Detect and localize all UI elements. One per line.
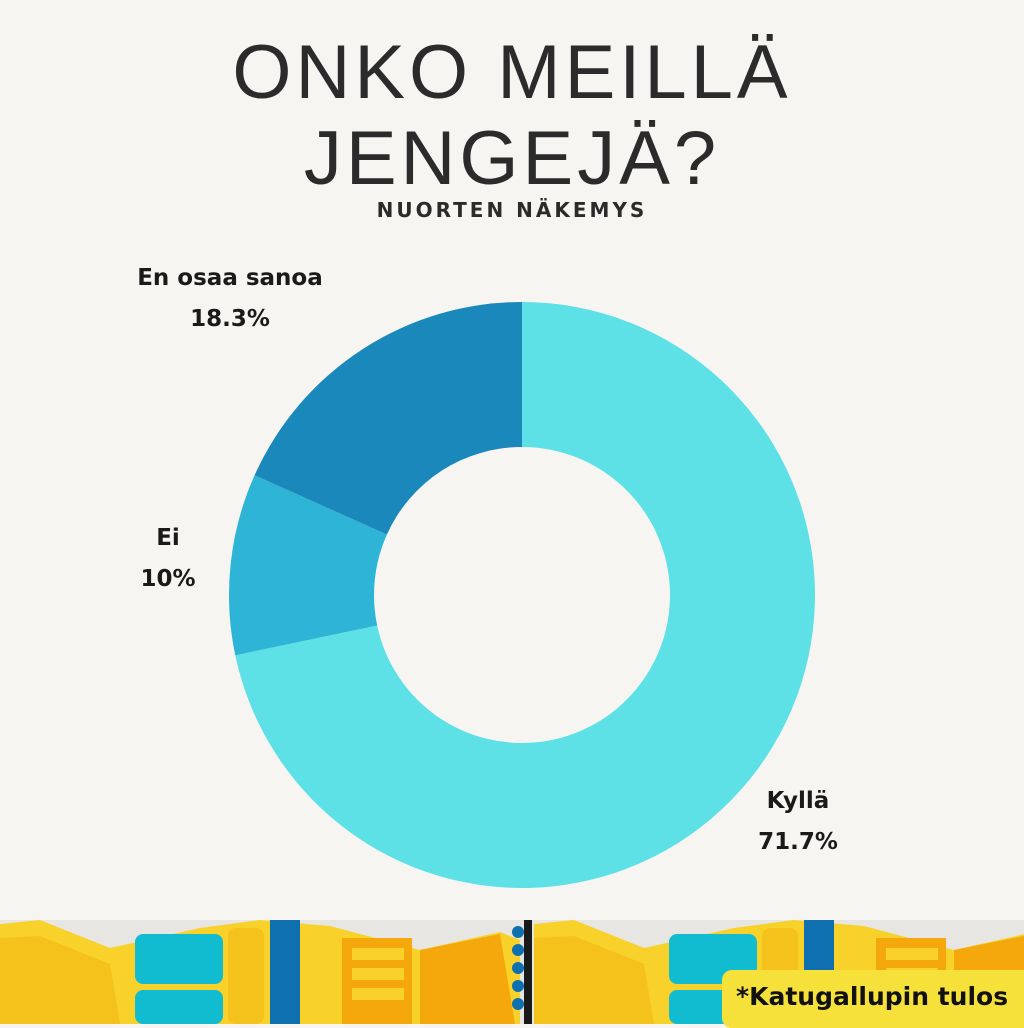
slice-label-name: En osaa sanoa (137, 265, 323, 291)
slice-label-name: Ei (156, 525, 180, 551)
note-badge (722, 970, 1024, 1028)
title-line-1: ONKO MEILLÄ (232, 30, 792, 115)
title-line-2: JENGEJÄ? (303, 116, 721, 201)
slice-label-value: 71.7% (758, 829, 838, 855)
donut-chart: Kyllä 71.7% Ei 10% En osaa sanoa 18.3% (137, 265, 838, 888)
slice-labels: Kyllä 71.7% Ei 10% En osaa sanoa 18.3% (137, 265, 838, 855)
donut-slices (228, 302, 816, 888)
slice-label-name: Kyllä (767, 788, 830, 814)
donut-slice-en-osaa-sanoa (254, 302, 522, 535)
donut-slice-kyllä (235, 302, 816, 888)
page-title: ONKO MEILLÄ JENGEJÄ? (0, 30, 1024, 202)
page-subtitle: NUORTEN NÄKEMYS (376, 198, 648, 222)
slice-label-value: 10% (140, 566, 195, 592)
note-text: *Katugallupin tulos (736, 982, 1009, 1011)
slice-label-value: 18.3% (190, 306, 270, 332)
donut-slice-ei (228, 475, 387, 656)
